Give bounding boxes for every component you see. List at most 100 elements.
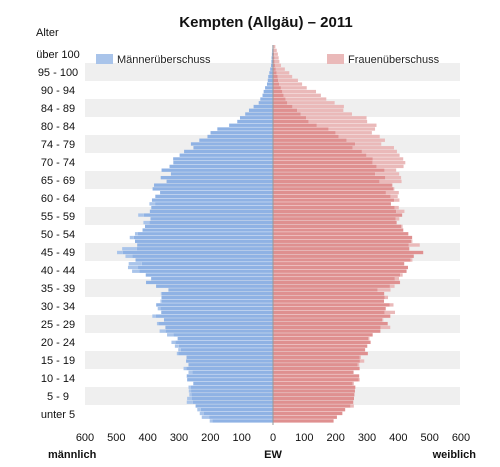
female-bar	[273, 142, 356, 146]
female-surplus-bar	[274, 56, 279, 60]
female-bar	[273, 187, 394, 191]
female-bar	[273, 310, 385, 315]
age-label: 40 - 44	[41, 265, 75, 277]
female-bar	[273, 89, 283, 94]
female-surplus-bar	[308, 119, 368, 124]
female-bar	[273, 52, 275, 56]
male-bar	[161, 292, 273, 296]
female-surplus-bar	[274, 63, 281, 68]
male-bar	[190, 142, 273, 146]
x-label-center: EW	[264, 449, 282, 461]
female-bar	[273, 393, 355, 397]
female-bar	[273, 63, 275, 68]
male-surplus-bar	[160, 292, 162, 296]
age-label: 95 - 100	[38, 67, 78, 79]
y-axis-title: Alter	[36, 27, 59, 39]
male-bar	[154, 183, 273, 187]
female-surplus-bar	[346, 138, 385, 142]
male-surplus-bar	[149, 202, 156, 206]
female-bar	[273, 288, 378, 292]
female-surplus-bar	[380, 325, 391, 330]
male-bar	[137, 243, 273, 247]
female-surplus-bar	[385, 190, 399, 195]
female-bar	[273, 351, 368, 356]
male-bar	[269, 71, 273, 75]
female-surplus-bar	[358, 378, 360, 382]
female-bar	[273, 340, 371, 345]
female-surplus-bar	[390, 194, 398, 199]
female-bar	[273, 239, 412, 243]
age-labels: über 100 95 - 100 90 - 94 84 - 89 80 - 84 74 …	[36, 49, 79, 421]
male-bar	[151, 198, 273, 202]
x-tick-label: 300	[170, 432, 188, 444]
female-bar	[273, 86, 281, 90]
male-bar	[156, 303, 273, 307]
female-bar	[273, 164, 377, 169]
male-bar	[260, 97, 273, 101]
male-bar	[271, 63, 273, 68]
x-tick-labels: 600 500 400 300 200 100 0 100 200 300 400 500 600	[76, 432, 470, 444]
male-bar	[200, 408, 273, 412]
male-bar	[163, 318, 273, 322]
male-bar	[150, 217, 273, 221]
male-bar	[160, 306, 273, 311]
age-label: 10 - 14	[41, 373, 75, 385]
age-label: 50 - 54	[41, 229, 75, 241]
male-bar	[161, 310, 273, 315]
male-bar	[245, 112, 273, 116]
male-bar	[212, 419, 273, 423]
male-bar	[262, 93, 273, 97]
male-surplus-bar	[188, 385, 191, 389]
male-bar	[161, 168, 273, 172]
female-bar	[273, 194, 391, 199]
male-bar	[193, 381, 273, 386]
female-surplus-bar	[376, 164, 404, 169]
male-surplus-bar	[127, 265, 139, 270]
male-surplus-bar	[156, 321, 159, 326]
male-bar	[266, 82, 273, 86]
female-bar	[273, 183, 392, 187]
male-bar	[141, 262, 273, 266]
female-surplus-bar	[292, 104, 344, 109]
male-surplus-bar	[188, 370, 193, 374]
female-surplus-bar	[359, 355, 361, 359]
male-surplus-bar	[125, 254, 133, 258]
male-bar	[191, 396, 273, 401]
female-bar	[273, 198, 395, 202]
female-bar	[273, 273, 401, 277]
female-surplus-bar	[338, 134, 380, 139]
male-bar	[137, 232, 273, 236]
female-bar	[273, 232, 409, 236]
female-surplus-bar	[278, 78, 298, 83]
male-bar	[186, 355, 273, 359]
female-bar	[273, 408, 346, 412]
female-bar	[273, 104, 293, 109]
female-bar	[273, 284, 390, 288]
female-surplus-bar	[274, 52, 278, 56]
female-bar	[273, 292, 385, 296]
male-bar	[155, 202, 273, 206]
female-bar	[273, 67, 276, 71]
female-bar	[273, 374, 360, 378]
male-surplus-bar	[134, 232, 138, 236]
female-bar	[273, 123, 317, 127]
female-surplus-bar	[394, 198, 400, 202]
female-bar	[273, 119, 309, 124]
male-bar	[152, 187, 273, 191]
male-bar	[173, 157, 273, 161]
chart-title: Kempten (Allgäu) – 2011	[179, 14, 352, 31]
female-surplus-bar	[379, 179, 402, 184]
x-tick-label: 400	[138, 432, 156, 444]
male-bar	[271, 52, 273, 56]
male-surplus-bar	[199, 411, 204, 416]
pyramid-bars	[117, 45, 424, 423]
male-bar	[168, 288, 273, 292]
female-surplus-bar	[328, 127, 376, 131]
female-surplus-bar	[297, 108, 344, 112]
male-surplus-bar	[178, 348, 181, 352]
male-bar	[258, 101, 273, 105]
female-surplus-bar	[368, 336, 370, 341]
x-tick-label: 500	[420, 432, 438, 444]
female-bar	[273, 138, 347, 142]
